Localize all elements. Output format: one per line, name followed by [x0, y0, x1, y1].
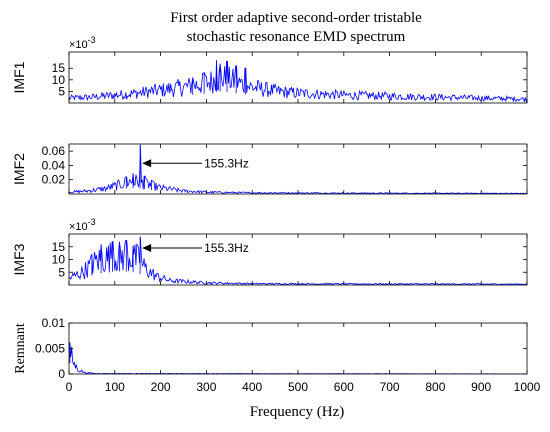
y-tick-label: 0.04: [42, 158, 66, 172]
x-tick-label: 700: [380, 380, 400, 394]
y-axis-label: IMF2: [11, 153, 27, 185]
y-tick-label: 0.01: [42, 316, 66, 330]
annotation-arrowhead: [142, 159, 152, 168]
chart-title-line-2: stochastic resonance EMD spectrum: [187, 29, 406, 45]
y-tick-label: 15: [52, 61, 66, 75]
x-tick-label: 800: [425, 380, 445, 394]
series-line-remnant: [69, 342, 527, 374]
y-tick-label: 10: [52, 73, 66, 87]
series-line-imf2: [69, 144, 527, 194]
x-tick-label: 0: [66, 380, 73, 394]
x-tick-label: 100: [105, 380, 125, 394]
y-axis-label: IMF3: [11, 243, 27, 275]
y-axis-label: IMF1: [11, 61, 27, 93]
y-multiplier-exponent: -3: [88, 35, 96, 45]
x-tick-label: 400: [242, 380, 262, 394]
y-multiplier: ×10-3: [69, 35, 96, 51]
x-axis-ticks: 0 100 200 300 400 500 600 700 800 900 1000: [66, 380, 541, 394]
y-tick-label: 0.06: [42, 144, 66, 158]
x-tick-label: 500: [288, 380, 308, 394]
y-tick-label: 5: [58, 84, 65, 98]
annotation-arrowhead: [142, 244, 152, 253]
y-multiplier-base: ×10: [69, 39, 88, 51]
y-tick-label: 5: [58, 265, 65, 279]
panel-remnant: 0 0.005 0.01 Remnant: [13, 316, 528, 381]
y-multiplier: ×10-3: [69, 217, 96, 233]
x-tick-label: 1000: [514, 380, 541, 394]
annotation-label: 155.3Hz: [204, 241, 249, 255]
axes-box: [68, 233, 528, 286]
x-tick-label: 200: [151, 380, 171, 394]
series-line-imf3: [69, 236, 527, 285]
axes-box: [68, 322, 528, 375]
x-tick-label: 900: [471, 380, 491, 394]
axes-box: [68, 143, 528, 195]
y-axis-label: Remnant: [13, 323, 28, 374]
y-tick-label: 0.02: [42, 173, 66, 187]
y-tick-label: 0.005: [35, 342, 65, 356]
series-line-imf1: [69, 60, 527, 103]
chart-title-line-1: First order adaptive second-order trista…: [170, 10, 422, 26]
axes-box: [68, 51, 528, 104]
x-tick-label: 300: [196, 380, 216, 394]
x-axis-label: Frequency (Hz): [250, 404, 345, 420]
y-multiplier-base: ×10: [69, 221, 88, 233]
panel-imf2: 0.020.040.06 IMF2 155.3Hz: [11, 143, 528, 195]
x-tick-label: 600: [334, 380, 354, 394]
y-tick-label: 10: [52, 253, 66, 267]
y-multiplier-exponent: -3: [88, 217, 96, 227]
y-tick-label: 0: [58, 367, 65, 381]
annotation-label: 155.3Hz: [204, 156, 249, 170]
y-tick-label: 15: [52, 240, 66, 254]
